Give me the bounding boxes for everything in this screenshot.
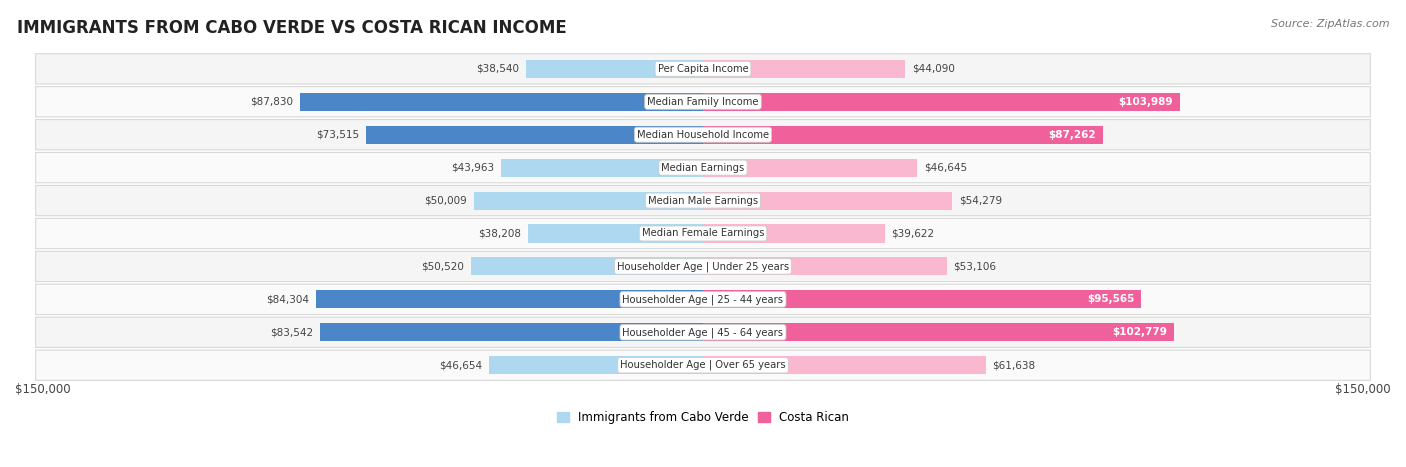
FancyBboxPatch shape	[35, 219, 1371, 248]
Text: $38,540: $38,540	[477, 64, 519, 74]
Bar	[703, 126, 1104, 144]
Text: Median Male Earnings: Median Male Earnings	[648, 196, 758, 205]
FancyBboxPatch shape	[35, 120, 1371, 150]
Text: Median Household Income: Median Household Income	[637, 130, 769, 140]
Bar	[366, 126, 703, 144]
Bar	[703, 60, 905, 78]
FancyBboxPatch shape	[35, 54, 1371, 84]
Bar	[703, 191, 952, 210]
Bar	[527, 225, 703, 242]
Text: IMMIGRANTS FROM CABO VERDE VS COSTA RICAN INCOME: IMMIGRANTS FROM CABO VERDE VS COSTA RICA…	[17, 19, 567, 37]
Text: $73,515: $73,515	[316, 130, 359, 140]
Text: Householder Age | 25 - 44 years: Householder Age | 25 - 44 years	[623, 294, 783, 304]
Text: $54,279: $54,279	[959, 196, 1002, 205]
Text: Median Female Earnings: Median Female Earnings	[641, 228, 765, 239]
Bar	[703, 159, 917, 177]
Text: Householder Age | Under 25 years: Householder Age | Under 25 years	[617, 261, 789, 272]
Text: $38,208: $38,208	[478, 228, 520, 239]
Bar	[703, 93, 1180, 111]
FancyBboxPatch shape	[35, 317, 1371, 347]
Text: $53,106: $53,106	[953, 262, 997, 271]
Text: Median Family Income: Median Family Income	[647, 97, 759, 107]
Text: $61,638: $61,638	[993, 360, 1036, 370]
Text: $43,963: $43,963	[451, 163, 495, 173]
Text: $50,009: $50,009	[425, 196, 467, 205]
Bar	[526, 60, 703, 78]
Text: $39,622: $39,622	[891, 228, 935, 239]
FancyBboxPatch shape	[35, 251, 1371, 282]
FancyBboxPatch shape	[35, 185, 1371, 216]
Bar	[703, 323, 1174, 341]
Bar	[703, 225, 884, 242]
FancyBboxPatch shape	[35, 284, 1371, 314]
Text: Median Earnings: Median Earnings	[661, 163, 745, 173]
Bar	[703, 257, 946, 276]
Text: $87,830: $87,830	[250, 97, 294, 107]
Text: Source: ZipAtlas.com: Source: ZipAtlas.com	[1271, 19, 1389, 28]
FancyBboxPatch shape	[35, 86, 1371, 117]
Text: $46,645: $46,645	[924, 163, 967, 173]
Text: $46,654: $46,654	[439, 360, 482, 370]
Bar	[703, 356, 986, 374]
Bar	[471, 257, 703, 276]
Text: $84,304: $84,304	[267, 294, 309, 304]
FancyBboxPatch shape	[35, 350, 1371, 380]
Bar	[703, 290, 1142, 308]
Text: $102,779: $102,779	[1112, 327, 1167, 337]
Text: $87,262: $87,262	[1049, 130, 1097, 140]
Text: $150,000: $150,000	[1336, 383, 1391, 396]
Bar	[474, 191, 703, 210]
Bar	[299, 93, 703, 111]
Text: Householder Age | 45 - 64 years: Householder Age | 45 - 64 years	[623, 327, 783, 338]
Bar	[319, 323, 703, 341]
Text: $95,565: $95,565	[1087, 294, 1135, 304]
Text: $103,989: $103,989	[1119, 97, 1173, 107]
Text: $150,000: $150,000	[15, 383, 70, 396]
Text: $83,542: $83,542	[270, 327, 314, 337]
Text: Per Capita Income: Per Capita Income	[658, 64, 748, 74]
Text: Householder Age | Over 65 years: Householder Age | Over 65 years	[620, 360, 786, 370]
Bar	[489, 356, 703, 374]
Legend: Immigrants from Cabo Verde, Costa Rican: Immigrants from Cabo Verde, Costa Rican	[553, 406, 853, 429]
Text: $44,090: $44,090	[912, 64, 955, 74]
Bar	[316, 290, 703, 308]
FancyBboxPatch shape	[35, 153, 1371, 183]
Text: $50,520: $50,520	[422, 262, 464, 271]
Bar	[502, 159, 703, 177]
